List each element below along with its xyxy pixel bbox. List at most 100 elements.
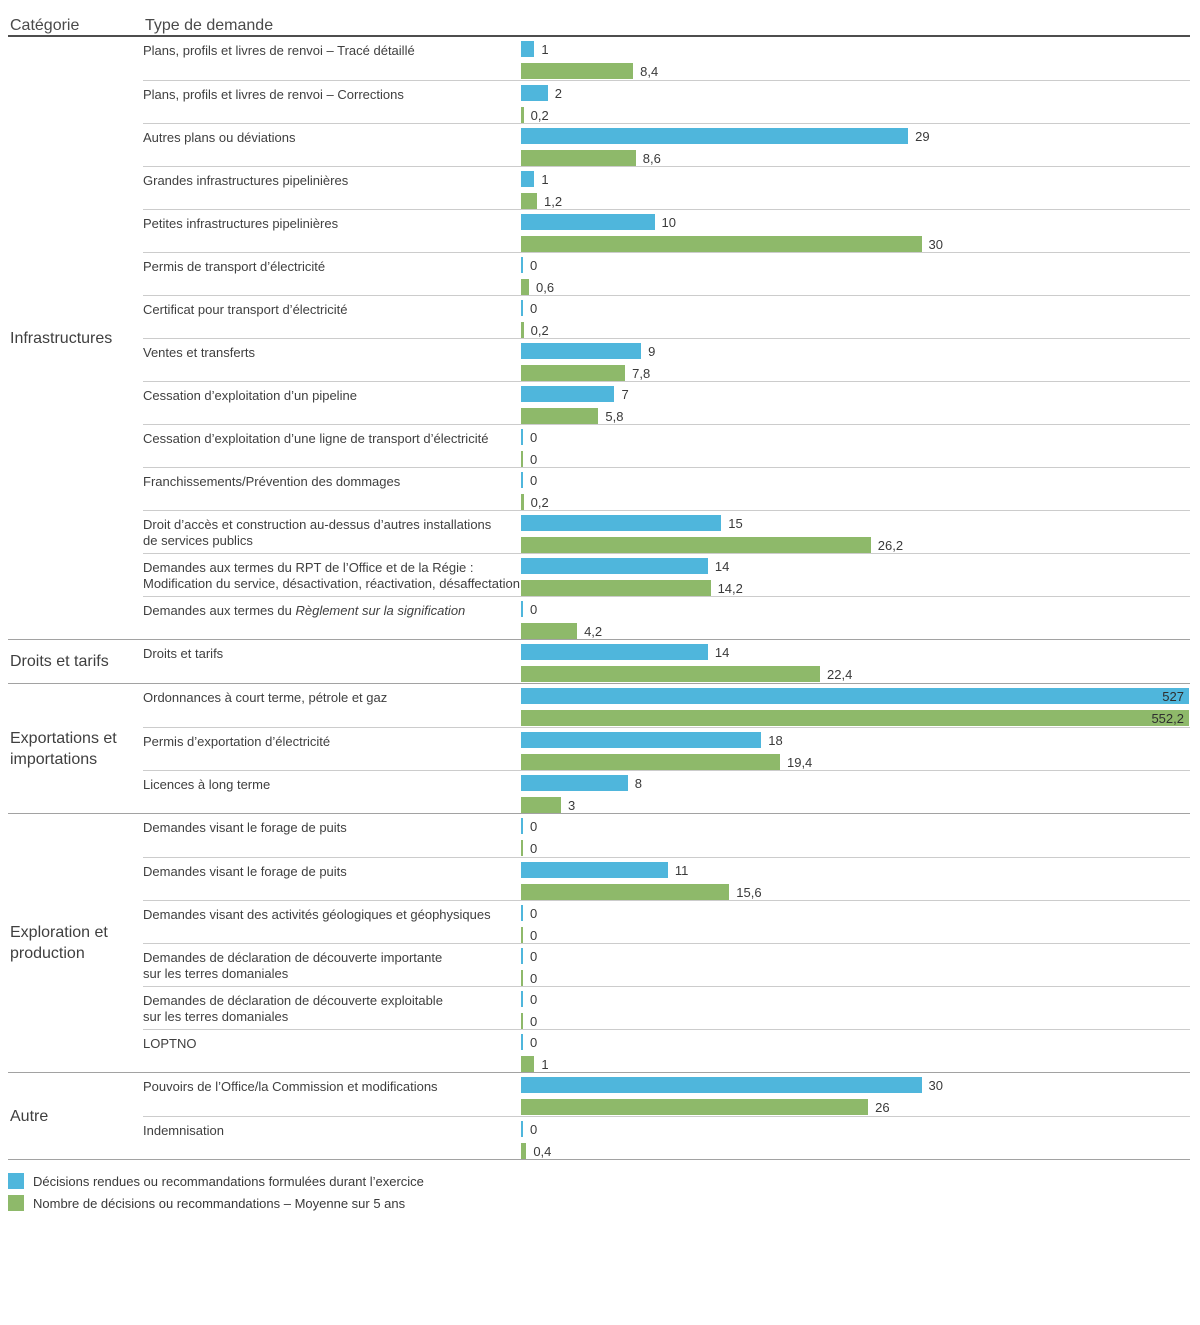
category-label: Droits et tarifs bbox=[10, 653, 109, 670]
bar-current bbox=[521, 775, 628, 791]
bar-line-average: 30 bbox=[521, 236, 1190, 252]
bar-current bbox=[521, 214, 655, 230]
bar-line-current: 11 bbox=[521, 862, 1190, 878]
table-row: Droit d’accès et construction au-dessus … bbox=[143, 510, 1190, 553]
row-label: Demandes aux termes du RPT de l’Office e… bbox=[143, 560, 520, 591]
bar-current bbox=[521, 472, 523, 488]
bar-current bbox=[521, 905, 523, 921]
row-label: Permis de transport d’électricité bbox=[143, 259, 326, 274]
bar-value: 527 bbox=[1162, 688, 1184, 704]
bar-value: 1,2 bbox=[544, 193, 563, 209]
bar-value: 0,2 bbox=[530, 322, 549, 338]
legend-swatch-average bbox=[8, 1195, 24, 1211]
bar-line-average: 0,2 bbox=[521, 107, 1190, 123]
bar-value: 8 bbox=[634, 775, 643, 791]
table-row: Ventes et transferts 9 7,8 bbox=[143, 338, 1190, 381]
bar-average bbox=[521, 1056, 535, 1072]
category-groups: Infrastructures Plans, profils et livres … bbox=[8, 37, 1190, 1159]
bar-current bbox=[521, 515, 722, 531]
row-bars: 14 22,4 bbox=[521, 640, 1190, 683]
category-group: Exportations et importations Ordonnances … bbox=[8, 683, 1190, 813]
bar-average bbox=[521, 236, 922, 252]
legend-item-average: Nombre de décisions ou recommandations –… bbox=[8, 1195, 424, 1211]
row-label: Ventes et transferts bbox=[143, 345, 256, 360]
bar-value: 19,4 bbox=[786, 754, 813, 770]
table-row: Demandes visant le forage de puits 0 0 bbox=[143, 814, 1190, 857]
bar-value: 0,2 bbox=[530, 107, 549, 123]
table-row: Demandes de déclaration de découverte ex… bbox=[143, 986, 1190, 1029]
row-bars: 0 0,2 bbox=[521, 296, 1190, 338]
bar-value: 0 bbox=[530, 840, 538, 856]
row-bars: 1 1,2 bbox=[521, 167, 1190, 209]
row-bars: 527 552,2 bbox=[521, 684, 1190, 727]
row-bars: 11 15,6 bbox=[521, 858, 1190, 900]
bar-current bbox=[521, 1034, 523, 1050]
column-header-category: Catégorie bbox=[10, 17, 80, 34]
bar-current bbox=[521, 386, 615, 402]
bar-value: 0 bbox=[530, 948, 538, 964]
bar-line-average: 0 bbox=[521, 840, 1190, 856]
bar-value: 15 bbox=[728, 515, 743, 531]
bar-value: 3 bbox=[568, 797, 576, 813]
bar-value: 30 bbox=[928, 1077, 943, 1093]
bar-line-average: 0,6 bbox=[521, 279, 1190, 295]
legend-label-current: Décisions rendues ou recommandations for… bbox=[33, 1173, 424, 1189]
bar-value: 26,2 bbox=[877, 537, 904, 553]
bar-current bbox=[521, 991, 523, 1007]
bar-value: 0,4 bbox=[533, 1143, 552, 1159]
group-rows: Droits et tarifs 14 22,4 bbox=[143, 640, 1190, 683]
bar-line-average: 14,2 bbox=[521, 580, 1190, 596]
bar-line-current: 0 bbox=[521, 1034, 1190, 1050]
bar-value: 0 bbox=[530, 300, 538, 316]
bar-line-current: 0 bbox=[521, 472, 1190, 488]
decisions-table: Catégorie Type de demande Infrastructure… bbox=[8, 10, 1190, 1160]
bar-current bbox=[521, 343, 642, 359]
bar-value: 8,6 bbox=[642, 150, 661, 166]
row-bars: 29 8,6 bbox=[521, 124, 1190, 166]
table-row: Demandes visant des activités géologique… bbox=[143, 900, 1190, 943]
bar-value: 0 bbox=[530, 905, 538, 921]
bar-line-average: 0,4 bbox=[521, 1143, 1190, 1159]
category-group: Droits et tarifs Droits et tarifs 14 22,4 bbox=[8, 639, 1190, 683]
bar-value: 7,8 bbox=[632, 365, 651, 381]
bar-line-average: 0,2 bbox=[521, 494, 1190, 510]
table-row: Plans, profils et livres de renvoi – Tra… bbox=[143, 37, 1190, 80]
table-row: Demandes aux termes du RPT de l’Office e… bbox=[143, 553, 1190, 596]
bar-line-current: 14 bbox=[521, 558, 1190, 574]
bar-current bbox=[521, 1121, 523, 1137]
row-label: Autres plans ou déviations bbox=[143, 130, 296, 145]
row-bars: 18 19,4 bbox=[521, 728, 1190, 770]
bar-value: 0 bbox=[530, 1121, 538, 1137]
bar-value: 0 bbox=[530, 818, 538, 834]
bar-average bbox=[521, 970, 523, 986]
bar-line-current: 1 bbox=[521, 171, 1190, 187]
bar-value: 11 bbox=[674, 862, 689, 878]
bar-value: 0 bbox=[530, 991, 538, 1007]
bar-value: 4,2 bbox=[584, 623, 603, 639]
bar-value: 7 bbox=[621, 386, 629, 402]
bar-current bbox=[521, 41, 535, 57]
bar-line-average: 4,2 bbox=[521, 623, 1190, 639]
row-bars: 0 0,2 bbox=[521, 468, 1190, 510]
bar-average bbox=[521, 1099, 869, 1115]
bar-average bbox=[521, 279, 529, 295]
table-row: Autres plans ou déviations 29 8,6 bbox=[143, 123, 1190, 166]
table-row: Franchissements/Prévention des dommages 0… bbox=[143, 467, 1190, 510]
bar-average bbox=[521, 494, 524, 510]
bar-current bbox=[521, 601, 523, 617]
bar-line-current: 9 bbox=[521, 343, 1190, 359]
bar-average bbox=[521, 884, 730, 900]
bar-average bbox=[521, 797, 562, 813]
table-row: Pouvoirs de l’Office/la Commission et mo… bbox=[143, 1073, 1190, 1116]
bar-line-average: 26 bbox=[521, 1099, 1190, 1115]
row-label: Demandes visant le forage de puits bbox=[143, 820, 347, 835]
row-bars: 10 30 bbox=[521, 210, 1190, 252]
bar-value: 15,6 bbox=[736, 884, 762, 900]
bar-average bbox=[521, 537, 871, 553]
bar-line-current: 0 bbox=[521, 991, 1190, 1007]
